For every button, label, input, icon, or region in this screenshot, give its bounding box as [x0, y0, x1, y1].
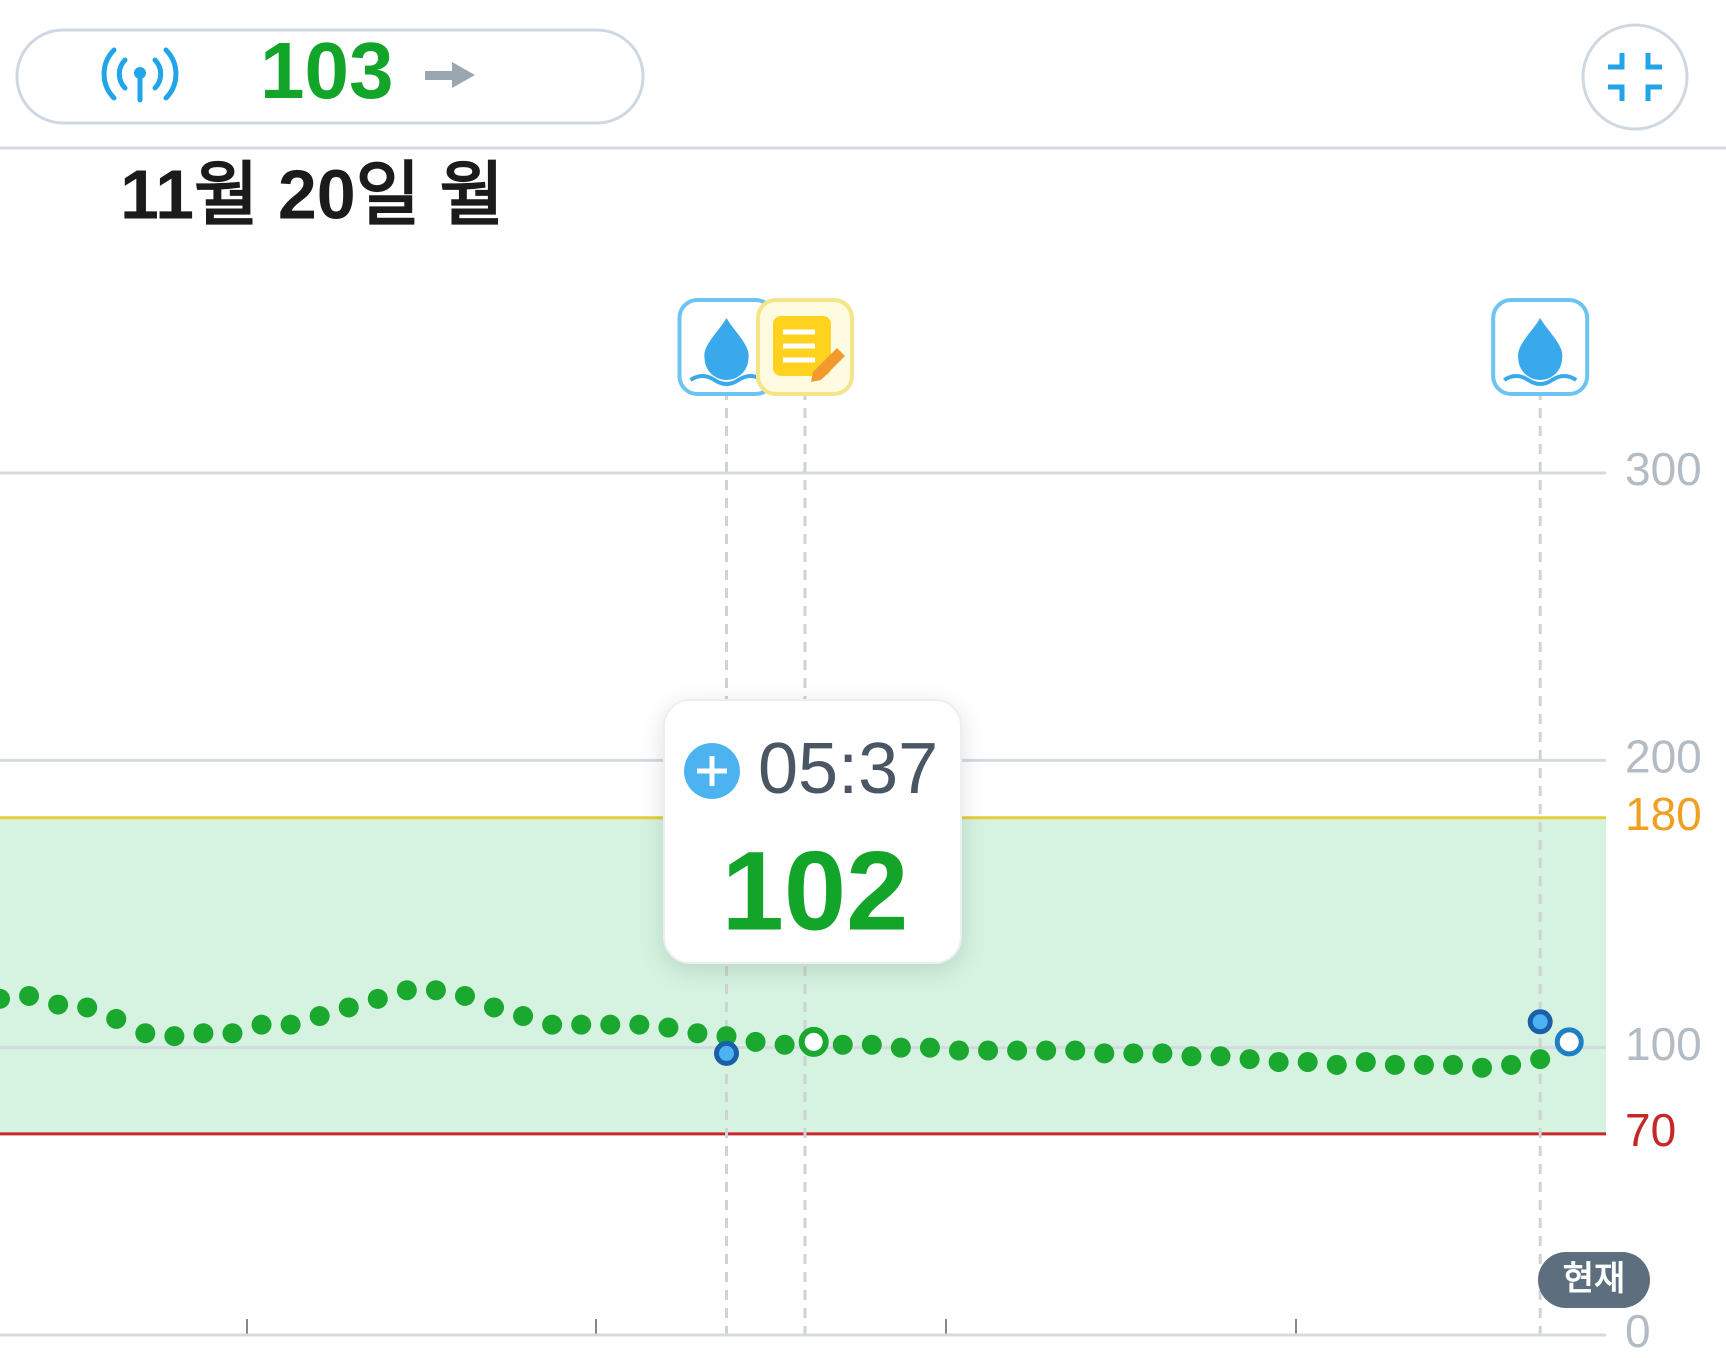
collapse-icon	[1608, 53, 1662, 101]
y-tick-label: 200	[1625, 730, 1702, 782]
low-threshold-label: 70	[1625, 1104, 1676, 1156]
glucose-point	[135, 1023, 156, 1044]
drop-event-icon[interactable]	[677, 298, 776, 396]
tooltip-time: 05:37	[758, 729, 938, 809]
glucose-point	[280, 1014, 301, 1035]
glucose-point	[48, 994, 69, 1015]
glucose-point	[1181, 1046, 1202, 1067]
trend-arrow	[425, 62, 475, 88]
glucose-point	[513, 1006, 534, 1027]
high-threshold-label: 180	[1625, 788, 1702, 840]
y-tick-label: 0	[1625, 1305, 1651, 1353]
signal-icon	[101, 47, 179, 103]
fingerstick-point	[1527, 1009, 1553, 1035]
fingerstick-point	[714, 1040, 739, 1066]
glucose-point	[19, 985, 40, 1006]
glucose-point	[396, 980, 417, 1001]
glucose-point	[1239, 1049, 1260, 1070]
pencil	[810, 348, 845, 382]
glucose-point	[716, 1026, 737, 1047]
glucose-point	[164, 1026, 185, 1047]
glucose-point	[629, 1014, 650, 1035]
glucose-point	[1065, 1040, 1086, 1061]
glucose-point	[222, 1023, 243, 1044]
glucose-point	[542, 1014, 563, 1035]
drop	[704, 318, 749, 380]
wave	[1503, 374, 1578, 386]
glucose-point	[1326, 1054, 1347, 1075]
glucose-point	[77, 997, 98, 1018]
glucose-point	[861, 1034, 882, 1055]
status-pill[interactable]	[15, 28, 645, 125]
glucose-point	[687, 1023, 708, 1044]
glucose-point	[600, 1014, 621, 1035]
glucose-point	[1443, 1054, 1463, 1075]
now-badge-label: 현재	[1563, 1260, 1626, 1298]
plus	[697, 756, 727, 786]
collapse-button[interactable]	[1581, 23, 1689, 131]
glucose-point	[367, 988, 388, 1009]
glucose-point	[1210, 1046, 1231, 1067]
glucose-point	[571, 1014, 592, 1035]
glucose-point	[978, 1040, 999, 1061]
glucose-point	[1152, 1043, 1173, 1064]
glucose-point	[1384, 1054, 1405, 1075]
glucose-point	[1123, 1043, 1144, 1064]
drop-event-icon[interactable]	[1491, 298, 1590, 396]
glucose-point	[948, 1040, 969, 1061]
glucose-point	[425, 980, 446, 1001]
glucose-point	[745, 1031, 766, 1052]
tooltip: 05:37 102	[663, 699, 962, 964]
selected-point	[798, 1026, 829, 1057]
glucose-point	[1413, 1054, 1434, 1075]
current-point	[1554, 1027, 1584, 1057]
y-tick-label: 100	[1625, 1018, 1702, 1070]
glucose-point	[484, 997, 505, 1018]
glucose-point	[1355, 1052, 1376, 1073]
glucose-point	[774, 1034, 795, 1055]
glucose-point	[338, 997, 359, 1018]
glucose-point	[890, 1037, 911, 1058]
note-event-icon[interactable]	[755, 298, 854, 396]
glucose-point	[1007, 1040, 1028, 1061]
current-glucose: 103	[260, 26, 393, 115]
glucose-point	[454, 985, 475, 1006]
glucose-point	[106, 1008, 127, 1029]
glucose-point	[832, 1034, 853, 1055]
glucose-point	[0, 988, 10, 1009]
glucose-point	[193, 1023, 214, 1044]
glucose-point	[1268, 1052, 1289, 1073]
glucose-point	[1530, 1049, 1551, 1070]
glucose-point	[919, 1037, 940, 1058]
glucose-point	[251, 1014, 272, 1035]
glucose-point	[309, 1006, 330, 1027]
glucose-point	[1094, 1043, 1115, 1064]
glucose-point	[658, 1017, 679, 1038]
glucose-point	[1036, 1040, 1057, 1061]
y-tick-label: 300	[1625, 443, 1702, 495]
date-label: 11월 20일 월	[120, 155, 504, 233]
glucose-point	[1501, 1054, 1522, 1075]
now-badge	[1538, 1252, 1650, 1308]
wave	[689, 374, 764, 386]
glucose-point	[1472, 1057, 1493, 1078]
tooltip-value: 102	[722, 829, 909, 954]
drop	[1518, 318, 1563, 380]
glucose-point	[1297, 1052, 1318, 1073]
